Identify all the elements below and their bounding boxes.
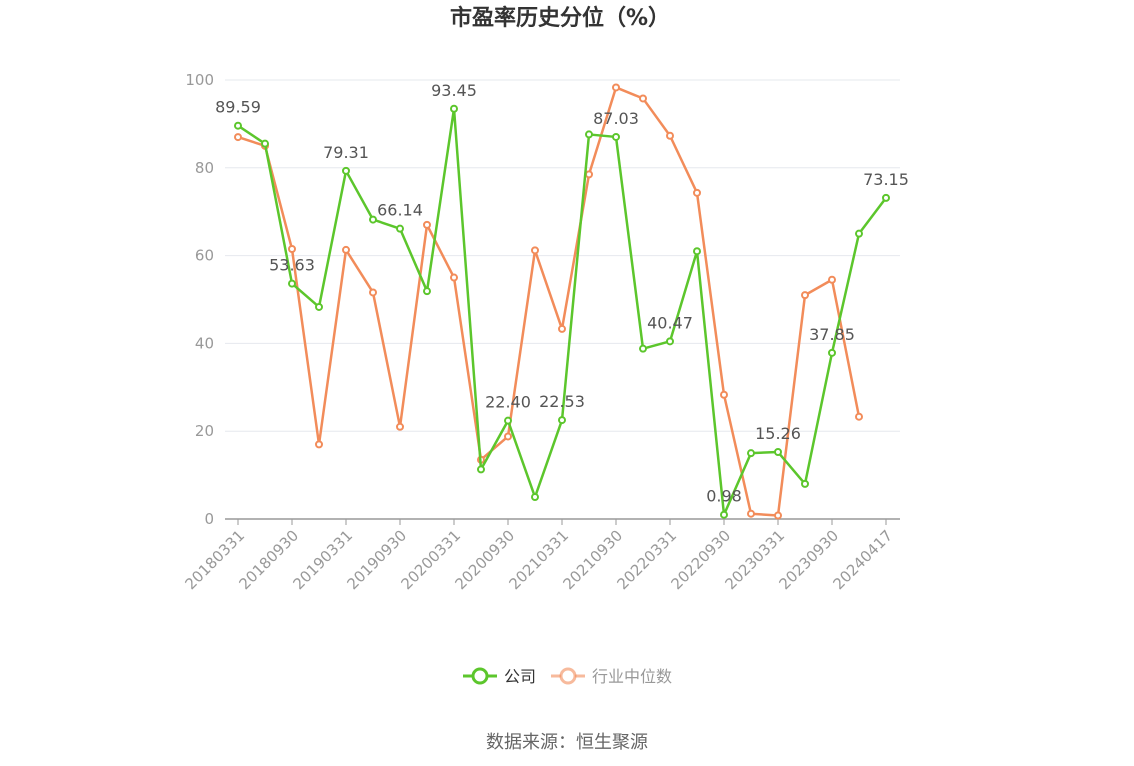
y-tick-label: 60 xyxy=(195,247,214,265)
series-point-0 xyxy=(693,247,701,256)
series-point-1 xyxy=(234,133,242,142)
data-label: 93.45 xyxy=(431,81,477,100)
series-point-1 xyxy=(828,275,836,284)
data-label: 22.53 xyxy=(539,392,585,411)
series-line-0 xyxy=(237,107,887,516)
data-label: 0.98 xyxy=(706,487,742,506)
data-label: 15.26 xyxy=(755,424,801,443)
series-point-0 xyxy=(666,337,674,346)
series-point-1 xyxy=(504,432,512,441)
series-line-1 xyxy=(237,86,861,517)
series-point-1 xyxy=(801,291,809,300)
series-point-0 xyxy=(288,279,296,288)
grid-lines xyxy=(225,79,900,432)
data-label: 73.15 xyxy=(863,170,909,189)
data-label: 66.14 xyxy=(377,201,423,220)
series-point-1 xyxy=(612,83,620,92)
y-tick-label: 100 xyxy=(185,71,214,89)
series-point-1 xyxy=(693,188,701,197)
y-tick-label: 80 xyxy=(195,159,214,177)
series-point-0 xyxy=(504,416,512,425)
series-point-0 xyxy=(450,104,458,113)
data-label: 89.59 xyxy=(215,98,261,117)
series-point-1 xyxy=(720,390,728,399)
series-point-1 xyxy=(531,246,539,255)
legend: 公司 行业中位数 xyxy=(463,667,672,686)
series-point-0 xyxy=(720,510,728,519)
series-point-0 xyxy=(423,287,431,296)
series-point-0 xyxy=(261,139,269,148)
series-point-0 xyxy=(774,448,782,457)
legend-label-1: 行业中位数 xyxy=(592,667,672,686)
series-point-0 xyxy=(747,449,755,458)
chart-title: 市盈率历史分位（%） xyxy=(450,5,670,31)
data-label: 37.85 xyxy=(809,325,855,344)
data-label: 53.63 xyxy=(269,256,315,275)
x-tick-label: 20240417 xyxy=(830,527,897,594)
series-point-1 xyxy=(855,412,863,421)
series-point-1 xyxy=(315,440,323,449)
y-tick-label: 40 xyxy=(195,334,214,352)
data-label: 22.40 xyxy=(485,393,531,412)
series-point-1 xyxy=(369,288,377,297)
series-point-1 xyxy=(774,511,782,520)
series-point-0 xyxy=(342,166,350,175)
series-point-0 xyxy=(585,130,593,139)
series-point-1 xyxy=(342,245,350,254)
series-point-0 xyxy=(234,121,242,130)
series-point-1 xyxy=(558,324,566,333)
series-point-1 xyxy=(450,273,458,282)
series-point-1 xyxy=(747,509,755,518)
data-label: 79.31 xyxy=(323,143,369,162)
series-point-1 xyxy=(288,245,296,254)
series-point-1 xyxy=(585,170,593,179)
legend-marker-0 xyxy=(471,667,489,685)
series-point-0 xyxy=(828,348,836,357)
series-point-0 xyxy=(396,224,404,233)
data-label: 40.47 xyxy=(647,313,693,332)
data-source: 数据来源：恒生聚源 xyxy=(486,732,648,753)
series-point-0 xyxy=(639,344,647,353)
y-tick-label: 20 xyxy=(195,422,214,440)
legend-marker-1 xyxy=(559,667,577,685)
series-point-1 xyxy=(423,220,431,229)
data-label: 87.03 xyxy=(593,109,639,128)
series-point-0 xyxy=(369,215,377,224)
series-point-0 xyxy=(558,416,566,425)
series-point-0 xyxy=(531,493,539,502)
data-labels: 89.59 53.63 79.31 66.14 93.45 22.40 22.53 87.03… xyxy=(215,81,909,506)
series-point-0 xyxy=(477,465,485,474)
y-tick-label: 0 xyxy=(204,510,214,528)
series-point-0 xyxy=(801,479,809,488)
series-point-0 xyxy=(855,229,863,238)
series-point-0 xyxy=(882,193,890,202)
series-point-1 xyxy=(666,131,674,140)
series-point-0 xyxy=(612,132,620,141)
series-layer xyxy=(234,83,890,520)
y-axis: 0 20 40 60 80 100 xyxy=(185,71,214,528)
series-point-0 xyxy=(315,302,323,311)
series-point-1 xyxy=(639,94,647,103)
x-axis: 2018033120180930201903312019093020200331… xyxy=(182,518,900,594)
series-point-1 xyxy=(396,422,404,431)
legend-label-0: 公司 xyxy=(504,667,536,686)
